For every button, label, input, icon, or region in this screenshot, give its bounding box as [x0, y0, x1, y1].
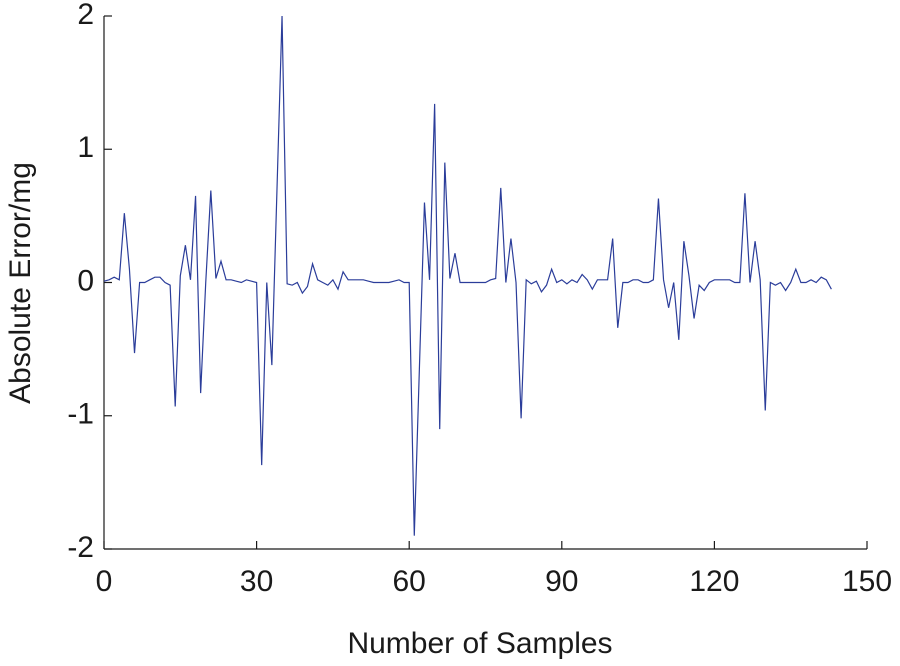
y-tick-label: 0 — [77, 264, 94, 297]
y-axis-label: Absolute Error/mg — [4, 162, 37, 404]
x-tick-label: 90 — [545, 565, 578, 598]
data-line — [103, 15, 832, 536]
x-tick-label: 30 — [240, 565, 273, 598]
x-axis-label: Number of Samples — [347, 627, 612, 660]
x-tick-label: 60 — [393, 565, 426, 598]
y-tick-label: -2 — [67, 531, 94, 564]
y-tick-label: -1 — [67, 398, 94, 431]
y-tick-label: 1 — [77, 131, 94, 164]
x-tick-label: 120 — [689, 565, 739, 598]
x-tick-label: 0 — [96, 565, 113, 598]
x-tick-label: 150 — [842, 565, 892, 598]
y-tick-label: 2 — [77, 0, 94, 31]
